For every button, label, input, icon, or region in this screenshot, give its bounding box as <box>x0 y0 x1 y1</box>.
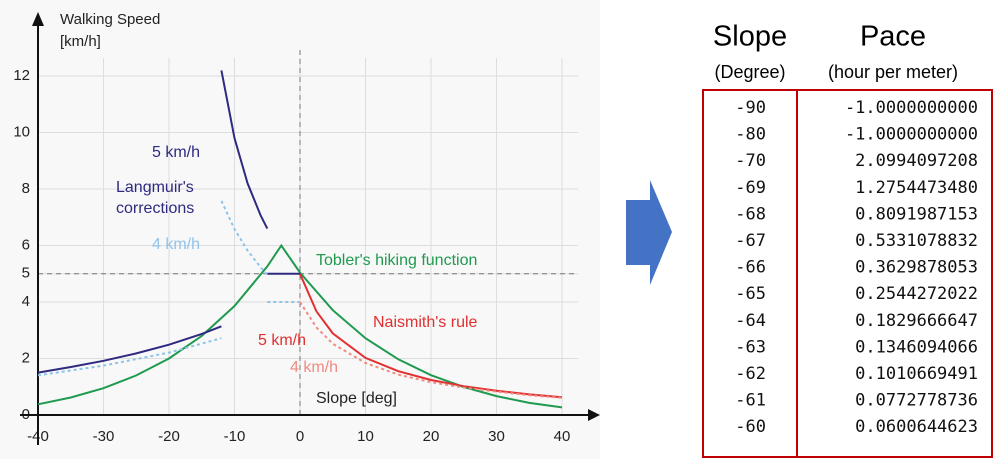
table-cell: -70 <box>735 151 766 171</box>
annotation: 5 km/h <box>258 332 306 349</box>
y-axis-label: [km/h] <box>60 33 101 50</box>
table-cell: -62 <box>735 364 766 384</box>
x-tick-label: 30 <box>488 428 505 445</box>
y-tick-label: 5 <box>22 265 30 282</box>
x-tick-label: 40 <box>554 428 571 445</box>
table-cell: -68 <box>735 204 766 224</box>
x-tick-label: 20 <box>423 428 440 445</box>
table-cell: 2.0994097208 <box>855 151 978 171</box>
table-border <box>702 89 993 458</box>
table-cell: 1.2754473480 <box>855 178 978 198</box>
table-cell: 0.0600644623 <box>855 417 978 437</box>
table-cell: -65 <box>735 284 766 304</box>
table-cell: -1.0000000000 <box>845 98 978 118</box>
y-tick-label: 12 <box>13 67 30 84</box>
table-cell: -60 <box>735 417 766 437</box>
series-line <box>37 70 300 374</box>
arrow <box>626 180 672 285</box>
x-tick-label: -10 <box>224 428 246 445</box>
table-cell: 0.0772778736 <box>855 391 978 411</box>
annotation: Tobler's hiking function <box>316 252 477 269</box>
table-cell: -63 <box>735 337 766 357</box>
table-cell: -61 <box>735 391 766 411</box>
x-tick-label: -20 <box>158 428 180 445</box>
x-axis-arrow <box>588 409 600 421</box>
table-cell: -64 <box>735 311 766 331</box>
table-cell: -1.0000000000 <box>845 125 978 145</box>
table-cell: 0.3629878053 <box>855 258 978 278</box>
series-line <box>37 200 300 377</box>
annotation: Naismith's rule <box>373 314 478 331</box>
table-cell: -66 <box>735 258 766 278</box>
annotation: corrections <box>116 200 194 217</box>
table-cell: 0.5331078832 <box>855 231 978 251</box>
table-cell: 0.1010669491 <box>855 364 978 384</box>
annotation: 4 km/h <box>152 236 200 253</box>
y-tick-label: 4 <box>22 293 30 310</box>
table-cell: 0.1346094066 <box>855 337 978 357</box>
series-line <box>299 301 563 399</box>
y-axis-arrow <box>32 12 44 26</box>
table-subheader: (Degree) <box>714 62 785 82</box>
table-cell: 0.8091987153 <box>855 204 978 224</box>
table-cell: -90 <box>735 98 766 118</box>
table-header: Pace <box>860 21 926 53</box>
y-tick-label: 10 <box>13 123 30 140</box>
y-tick-label: 8 <box>22 180 30 197</box>
table-cell: -80 <box>735 125 766 145</box>
table-cell: 0.2544272022 <box>855 284 978 304</box>
annotation: Langmuir's <box>116 179 194 196</box>
table-cell: -67 <box>735 231 766 251</box>
x-tick-label: -30 <box>93 428 115 445</box>
table-cell: 0.1829666647 <box>855 311 978 331</box>
table-subheader: (hour per meter) <box>828 62 958 82</box>
x-tick-label: 10 <box>357 428 374 445</box>
x-tick-label: 0 <box>296 428 304 445</box>
y-axis-label: Walking Speed <box>60 11 160 28</box>
x-axis-label: Slope [deg] <box>316 390 397 407</box>
annotation: 5 km/h <box>152 144 200 161</box>
annotation: 4 km/h <box>290 359 338 376</box>
y-tick-label: 6 <box>22 236 30 253</box>
table-header: Slope <box>713 21 787 53</box>
table-cell: -69 <box>735 178 766 198</box>
y-tick-label: 2 <box>22 349 30 366</box>
